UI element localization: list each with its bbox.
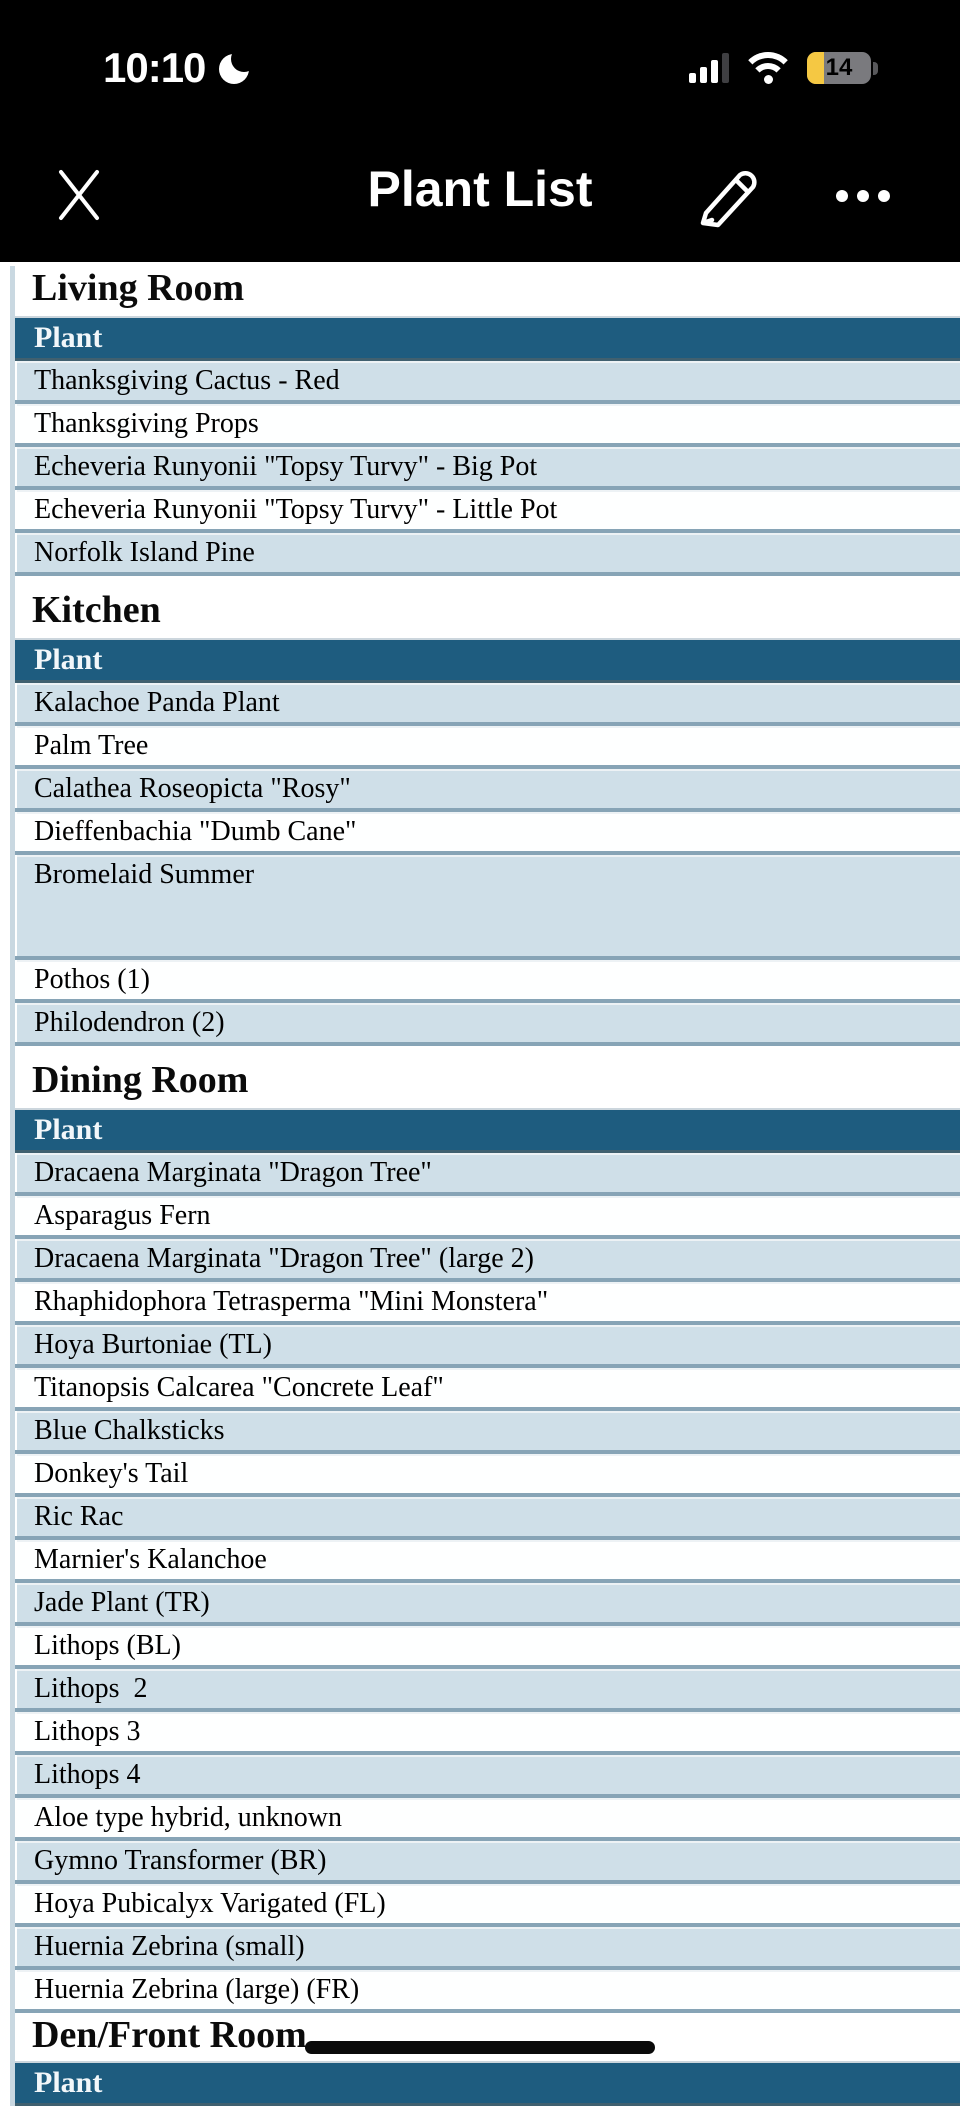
plant-row[interactable]: Donkey's Tail — [15, 1454, 960, 1497]
plant-row[interactable]: Thanksgiving Cactus - Red — [15, 361, 960, 404]
plant-row[interactable]: Dracaena Marginata "Dragon Tree" — [15, 1153, 960, 1196]
plant-row[interactable]: Echeveria Runyonii "Topsy Turvy" - Big P… — [15, 447, 960, 490]
status-bar: 10:10 14 — [0, 0, 960, 110]
more-button[interactable] — [836, 186, 892, 206]
close-button[interactable] — [55, 166, 103, 224]
plant-table: Plant — [15, 2061, 960, 2106]
close-x-icon — [59, 170, 99, 220]
battery-icon: 14 — [807, 52, 878, 84]
home-indicator[interactable] — [305, 2041, 655, 2054]
plant-row[interactable]: Titanopsis Calcarea "Concrete Leaf" — [15, 1368, 960, 1411]
plant-table: Plant Kalachoe Panda Plant Palm Tree Calat… — [15, 638, 960, 1046]
table-column-header: Plant — [15, 1110, 960, 1153]
plant-row[interactable]: Lithops (BL) — [15, 1626, 960, 1669]
plant-row[interactable]: Thanksgiving Props — [15, 404, 960, 447]
table-column-header: Plant — [15, 640, 960, 683]
room-section: Dining Room Plant Dracaena Marginata "Dr… — [15, 1058, 960, 2013]
ellipsis-dot — [878, 190, 890, 202]
plant-row[interactable]: Huernia Zebrina (large) (FR) — [15, 1970, 960, 2013]
plant-row[interactable]: Calathea Roseopicta "Rosy" — [15, 769, 960, 812]
plant-row[interactable]: Norfolk Island Pine — [15, 533, 960, 576]
signal-bar — [711, 60, 718, 83]
plant-row[interactable]: Echeveria Runyonii "Topsy Turvy" - Littl… — [15, 490, 960, 533]
status-time: 10:10 — [103, 44, 206, 91]
table-column-header: Plant — [15, 2063, 960, 2106]
section-heading: Living Room — [32, 267, 245, 309]
plant-row[interactable]: Huernia Zebrina (small) — [15, 1927, 960, 1970]
page-title: Plant List — [367, 161, 593, 217]
wifi-icon — [740, 52, 796, 84]
plant-row[interactable]: Lithops 3 — [15, 1712, 960, 1755]
plant-row[interactable]: Blue Chalksticks — [15, 1411, 960, 1454]
plant-row[interactable]: Palm Tree — [15, 726, 960, 769]
cellular-signal-icon — [689, 53, 729, 83]
plant-table: Plant Dracaena Marginata "Dragon Tree" As… — [15, 1108, 960, 2013]
plant-row[interactable]: Dieffenbachia "Dumb Cane" — [15, 812, 960, 855]
room-section: Kitchen Plant Kalachoe Panda Plant Palm T… — [15, 588, 960, 1046]
ellipsis-dot — [857, 190, 869, 202]
section-heading: Kitchen — [32, 589, 161, 631]
edit-button[interactable] — [698, 158, 764, 228]
status-right-cluster: 14 — [689, 50, 878, 86]
section-heading: Dining Room — [32, 1059, 249, 1101]
focus-moon-icon — [219, 50, 254, 84]
plant-row[interactable]: Kalachoe Panda Plant — [15, 683, 960, 726]
plant-row[interactable]: Dracaena Marginata "Dragon Tree" (large … — [15, 1239, 960, 1282]
plant-row[interactable]: Asparagus Fern — [15, 1196, 960, 1239]
ellipsis-dot — [836, 190, 848, 202]
note-document: Living Room Plant Thanksgiving Cactus - … — [0, 262, 960, 2106]
plant-row[interactable]: Gymno Transformer (BR) — [15, 1841, 960, 1884]
plant-row[interactable]: Pothos (1) — [15, 960, 960, 1003]
section-heading: Den/Front Room — [32, 2014, 307, 2056]
plant-row[interactable]: Lithops 2 — [15, 1669, 960, 1712]
signal-bar-dim — [722, 53, 729, 83]
signal-bar — [689, 73, 696, 83]
plant-row[interactable]: Ric Rac — [15, 1497, 960, 1540]
room-section: Den/Front Room Plant — [15, 2013, 960, 2106]
nav-bar: Plant List — [0, 110, 960, 262]
plant-row[interactable]: Jade Plant (TR) — [15, 1583, 960, 1626]
battery-nub — [873, 61, 878, 75]
battery-percent: 14 — [825, 54, 853, 81]
table-column-header: Plant — [15, 318, 960, 361]
plant-row[interactable]: Hoya Pubicalyx Varigated (FL) — [15, 1884, 960, 1927]
plant-row[interactable]: Rhaphidophora Tetrasperma "Mini Monstera… — [15, 1282, 960, 1325]
room-section: Living Room Plant Thanksgiving Cactus - … — [15, 266, 960, 576]
document-body: Living Room Plant Thanksgiving Cactus - … — [10, 266, 960, 2106]
plant-row[interactable]: Philodendron (2) — [15, 1003, 960, 1046]
plant-row[interactable]: Hoya Burtoniae (TL) — [15, 1325, 960, 1368]
battery-fill-low-power — [807, 52, 824, 84]
plant-row[interactable]: Lithops 4 — [15, 1755, 960, 1798]
pencil-icon — [700, 171, 757, 228]
signal-bar — [700, 67, 707, 83]
plant-row[interactable]: Aloe type hybrid, unknown — [15, 1798, 960, 1841]
plant-table: Plant Thanksgiving Cactus - Red Thanksgiv… — [15, 316, 960, 576]
top-header-area: 10:10 14 — [0, 0, 960, 262]
plant-row[interactable]: Bromelaid Summer — [15, 855, 960, 960]
plant-row[interactable]: Marnier's Kalanchoe — [15, 1540, 960, 1583]
status-time-cluster: 10:10 — [103, 44, 254, 92]
